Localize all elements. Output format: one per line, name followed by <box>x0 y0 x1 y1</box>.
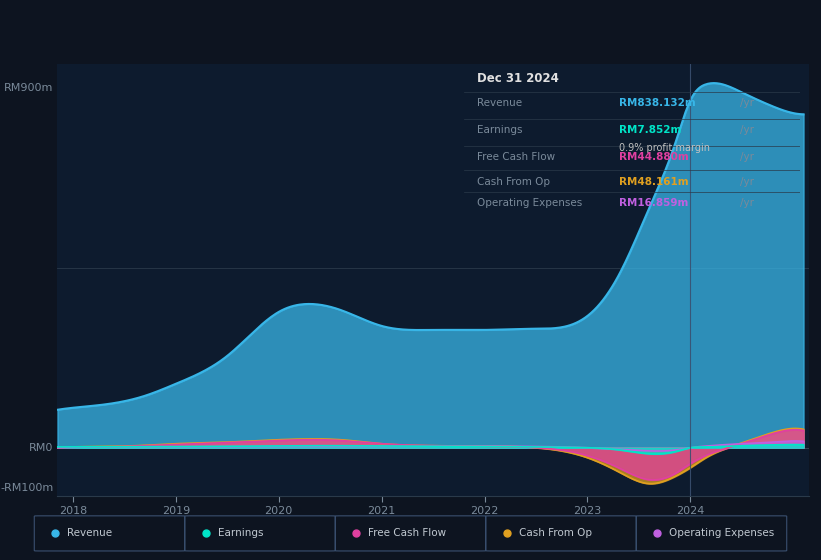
Text: Cash From Op: Cash From Op <box>519 529 592 538</box>
Text: 0.9% profit margin: 0.9% profit margin <box>619 143 709 153</box>
Text: -RM100m: -RM100m <box>1 483 53 493</box>
Text: RM7.852m: RM7.852m <box>619 125 681 135</box>
Text: RM48.161m: RM48.161m <box>619 176 688 186</box>
Text: Operating Expenses: Operating Expenses <box>477 198 583 208</box>
Text: Revenue: Revenue <box>67 529 112 538</box>
Text: /yr: /yr <box>740 152 754 162</box>
Text: /yr: /yr <box>740 125 754 135</box>
Text: Earnings: Earnings <box>218 529 264 538</box>
Text: RM16.859m: RM16.859m <box>619 198 688 208</box>
Text: Dec 31 2024: Dec 31 2024 <box>477 72 559 85</box>
Text: Free Cash Flow: Free Cash Flow <box>477 152 556 162</box>
Text: /yr: /yr <box>740 98 754 108</box>
Text: Operating Expenses: Operating Expenses <box>669 529 775 538</box>
Text: RM0: RM0 <box>30 443 53 452</box>
Text: RM900m: RM900m <box>4 83 53 94</box>
Text: /yr: /yr <box>740 198 754 208</box>
Text: Earnings: Earnings <box>477 125 523 135</box>
Text: RM838.132m: RM838.132m <box>619 98 695 108</box>
Text: /yr: /yr <box>740 176 754 186</box>
Text: Cash From Op: Cash From Op <box>477 176 550 186</box>
Text: RM44.880m: RM44.880m <box>619 152 689 162</box>
Text: Free Cash Flow: Free Cash Flow <box>369 529 447 538</box>
Text: Revenue: Revenue <box>477 98 522 108</box>
